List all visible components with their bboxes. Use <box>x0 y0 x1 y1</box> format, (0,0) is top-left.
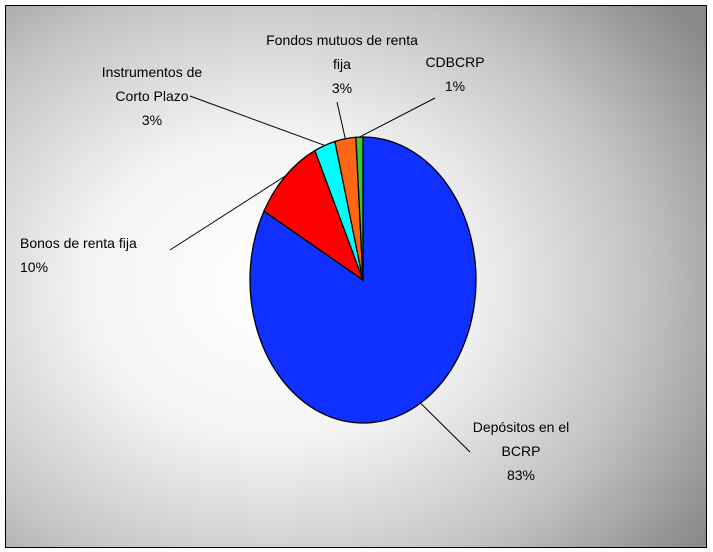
category-label: Fondos mutuos de renta fija <box>266 32 418 72</box>
leader-line <box>336 101 346 139</box>
category-label: Bonos de renta fija <box>20 235 137 251</box>
slice-label: CDBCRP 1% <box>415 50 495 98</box>
value-label: 3% <box>331 80 353 96</box>
slice-label: Instrumentos de Corto Plazo 3% <box>90 60 214 132</box>
value-label: 3% <box>141 112 163 128</box>
category-label: CDBCRP <box>425 54 485 70</box>
leader-line <box>359 97 436 138</box>
category-label: Depósitos en el BCRP <box>472 419 570 459</box>
leader-line <box>189 95 325 146</box>
category-label: Instrumentos de Corto Plazo <box>101 64 203 104</box>
value-label: 1% <box>444 78 466 94</box>
slice-label: Bonos de renta fija 10% <box>20 231 220 279</box>
value-label: 83% <box>506 467 536 483</box>
leader-line <box>169 175 286 251</box>
slice-label: Depósitos en el BCRP 83% <box>462 415 580 487</box>
slice-label: Fondos mutuos de renta fija 3% <box>262 28 422 100</box>
leader-line <box>420 402 471 453</box>
value-label: 10% <box>20 259 49 275</box>
